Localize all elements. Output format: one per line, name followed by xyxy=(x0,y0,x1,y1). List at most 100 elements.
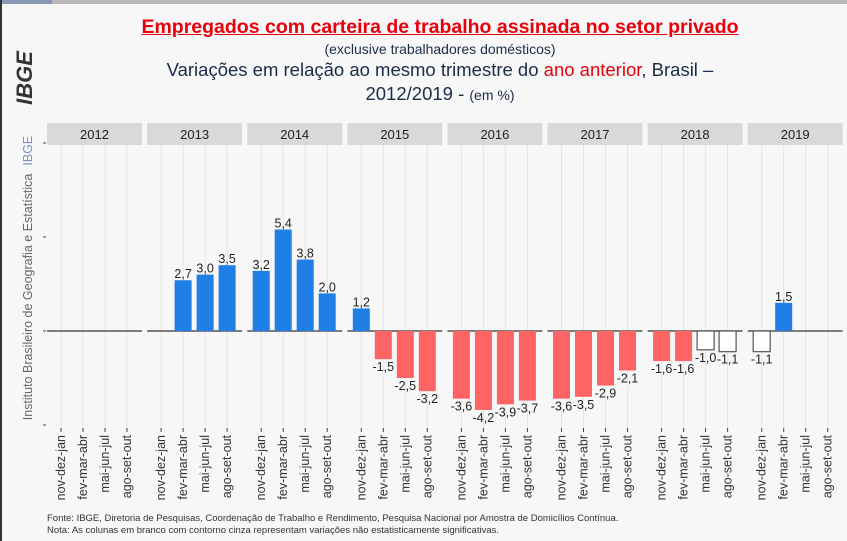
chart-period: 2012/2019 - (em %) xyxy=(60,82,820,107)
x-tick-label: mai-jun-jul xyxy=(699,435,713,493)
x-tick-label: ago-set-out xyxy=(120,434,134,498)
data-label: -3,2 xyxy=(417,392,439,406)
period-main: 2012/2019 - xyxy=(365,83,470,104)
bar xyxy=(752,330,771,353)
x-tick-label: ago-set-out xyxy=(721,434,735,498)
panel-strip-label: 2016 xyxy=(480,127,509,142)
x-tick-label: nov-dez-jan xyxy=(154,435,168,500)
bar xyxy=(274,229,292,331)
bar xyxy=(675,331,693,362)
data-label: 3,2 xyxy=(253,258,270,272)
bar xyxy=(597,331,614,386)
x-tick-label: fev-mar-abr xyxy=(677,435,691,500)
x-tick-label: fev-mar-abr xyxy=(476,435,490,500)
data-label: 3,0 xyxy=(196,262,213,276)
x-tick-label: fev-mar-abr xyxy=(376,435,390,500)
bar xyxy=(196,274,214,331)
x-tick-label: nov-dez-jan xyxy=(655,435,669,500)
chart-titles: Empregados com carteira de trabalho assi… xyxy=(60,16,820,107)
x-tick-label: ago-set-out xyxy=(621,434,635,498)
x-tick-label: nov-dez-jan xyxy=(555,435,569,500)
data-label: -1,1 xyxy=(751,353,773,367)
panel-strip xyxy=(647,123,743,145)
data-label: -3,6 xyxy=(551,400,573,414)
x-tick-label: ago-set-out xyxy=(821,434,835,498)
x-tick-label: nov-dez-jan xyxy=(354,435,368,500)
bar xyxy=(352,308,370,331)
data-label: -3,9 xyxy=(495,405,517,419)
x-tick-label: ago-set-out xyxy=(420,434,434,498)
chart-description: Variações em relação ao mesmo trimestre … xyxy=(60,58,820,82)
x-tick-label: mai-jun-jul xyxy=(98,435,112,493)
x-tick-label: mai-jun-jul xyxy=(398,435,412,493)
period-unit: (em %) xyxy=(469,87,515,103)
bar xyxy=(575,331,592,397)
bar xyxy=(619,331,636,371)
x-tick-label: ago-set-out xyxy=(320,434,334,498)
bar xyxy=(252,270,270,331)
bar xyxy=(174,280,192,331)
bar xyxy=(718,330,737,353)
data-label: -3,5 xyxy=(573,398,595,412)
data-label: 3,5 xyxy=(218,252,235,266)
bar xyxy=(318,293,336,331)
x-tick-label: ago-set-out xyxy=(520,434,534,498)
x-tick-label: mai-jun-jul xyxy=(198,435,212,493)
top-bar-accent xyxy=(0,0,52,4)
data-label: 1,5 xyxy=(775,290,792,304)
panel-strip xyxy=(447,123,543,145)
data-label: -3,7 xyxy=(517,402,539,416)
data-label: 2,7 xyxy=(174,267,191,281)
data-label: 5,4 xyxy=(275,216,292,230)
x-tick-label: fev-mar-abr xyxy=(276,435,290,500)
panel-strip xyxy=(247,123,343,145)
bar xyxy=(496,331,514,405)
footer-source: Fonte: IBGE, Diretoria de Pesquisas, Coo… xyxy=(47,513,619,524)
panel-strip xyxy=(547,123,643,145)
x-tick-label: nov-dez-jan xyxy=(54,435,68,500)
panel-strip-label: 2012 xyxy=(80,127,109,142)
bar xyxy=(452,331,470,399)
x-tick-label: fev-mar-abr xyxy=(76,435,90,500)
panel-strip xyxy=(747,123,843,145)
data-label: -1,5 xyxy=(373,360,395,374)
x-tick-label: fev-mar-abr xyxy=(577,435,591,500)
data-label: -2,5 xyxy=(395,379,417,393)
desc-part1: Variações em relação ao mesmo trimestre … xyxy=(166,59,544,80)
panel-strip-label: 2018 xyxy=(681,127,710,142)
chart-title: Empregados com carteira de trabalho assi… xyxy=(141,16,739,38)
data-label: 1,2 xyxy=(353,295,370,309)
data-label: 3,8 xyxy=(297,247,314,261)
data-label: 2,0 xyxy=(319,280,336,294)
desc-highlight: ano anterior xyxy=(543,59,642,80)
panel-strip xyxy=(347,123,443,145)
data-label: -2,1 xyxy=(617,371,639,385)
panel-strip-label: 2019 xyxy=(781,127,810,142)
bar xyxy=(653,331,671,362)
bar xyxy=(218,265,236,331)
panel-strip-label: 2015 xyxy=(380,127,409,142)
data-label: -2,9 xyxy=(595,387,617,401)
bar xyxy=(553,331,570,399)
x-tick-label: mai-jun-jul xyxy=(799,435,813,493)
panel-strip xyxy=(47,123,142,145)
x-tick-label: nov-dez-jan xyxy=(755,435,769,500)
panel-strip-label: 2014 xyxy=(280,127,309,142)
bar xyxy=(296,259,314,331)
x-tick-label: fev-mar-abr xyxy=(777,435,791,500)
x-tick-label: fev-mar-abr xyxy=(176,435,190,500)
panel-strip-label: 2017 xyxy=(581,127,610,142)
x-tick-label: ago-set-out xyxy=(220,434,234,498)
desc-part2: , Brasil – xyxy=(641,59,714,80)
chart-subtitle: (exclusive trabalhadores domésticos) xyxy=(324,41,556,57)
data-label: -1,1 xyxy=(717,353,739,367)
data-label: -1,6 xyxy=(651,362,673,376)
x-tick-label: nov-dez-jan xyxy=(454,435,468,500)
x-tick-label: mai-jun-jul xyxy=(599,435,613,493)
footer: Fonte: IBGE, Diretoria de Pesquisas, Coo… xyxy=(47,513,618,537)
x-tick-label: mai-jun-jul xyxy=(498,435,512,493)
bar xyxy=(518,331,536,401)
x-tick-label: nov-dez-jan xyxy=(254,435,268,500)
data-label: -3,6 xyxy=(451,400,473,414)
bar xyxy=(396,331,414,378)
